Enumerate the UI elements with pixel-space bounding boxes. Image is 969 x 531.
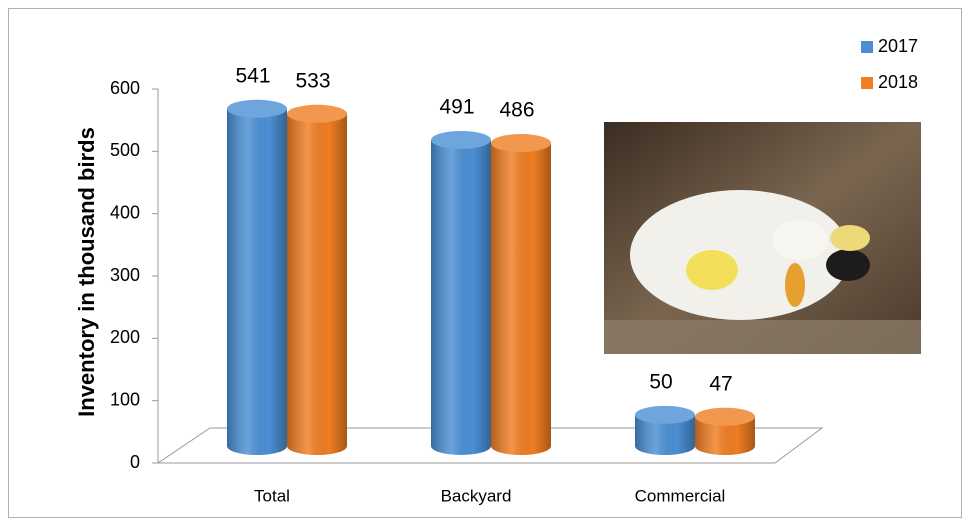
value-label: 491 (439, 95, 474, 118)
y-axis-title: Inventory in thousand birds (74, 127, 99, 417)
y-tick-label: 600 (110, 78, 140, 98)
y-tick-label: 0 (130, 452, 140, 472)
bar-top-shade (431, 130, 491, 149)
y-tick-label: 500 (110, 140, 140, 160)
y-tick-label: 400 (110, 202, 140, 222)
legend-label: 2018 (878, 72, 918, 92)
legend-swatch (861, 41, 873, 53)
value-label: 50 (649, 370, 672, 393)
bar-shade (491, 143, 551, 455)
bar-shade (287, 113, 347, 455)
floor (156, 427, 824, 464)
bar-top-shade (635, 405, 695, 424)
x-tick-label: Backyard (441, 486, 512, 505)
bar-top-shade (227, 99, 287, 118)
bar-top (635, 405, 695, 424)
bar-shade (695, 416, 755, 455)
bar-shade (431, 139, 491, 455)
value-label: 533 (295, 69, 330, 92)
y-tick-label: 300 (110, 265, 140, 285)
value-label: 541 (235, 64, 270, 87)
bar-top (227, 99, 287, 118)
x-tick-label: Commercial (635, 486, 726, 505)
bar-top (491, 134, 551, 153)
bar-top (287, 104, 347, 123)
legend-label: 2017 (878, 36, 918, 56)
bar-top (431, 130, 491, 149)
photo (604, 122, 921, 354)
y-tick-label: 100 (110, 389, 140, 409)
bar-top-shade (287, 104, 347, 123)
bar-top-shade (695, 407, 755, 426)
bar-shade (227, 108, 287, 455)
bar-top (695, 407, 755, 426)
value-label: 486 (499, 99, 534, 122)
value-label: 47 (709, 372, 732, 395)
y-tick-label: 200 (110, 327, 140, 347)
bar-shade (635, 414, 695, 455)
legend-swatch (861, 77, 873, 89)
bar-top-shade (491, 134, 551, 153)
x-tick-label: Total (254, 486, 290, 505)
